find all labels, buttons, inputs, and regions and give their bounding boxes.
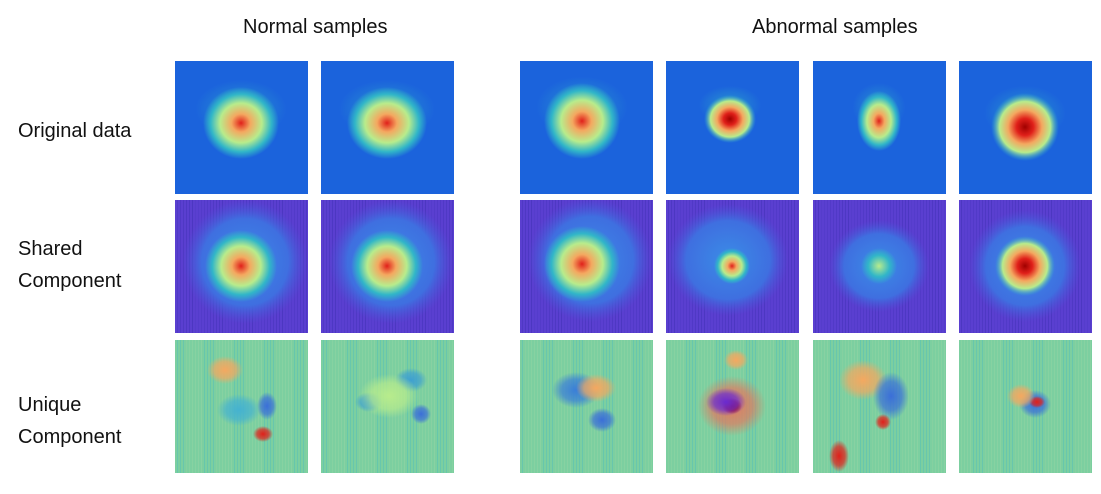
heatmap-image: [959, 340, 1092, 473]
heatmap-image: [959, 200, 1092, 333]
heatmap-image: [813, 340, 946, 473]
heatmap-image: [175, 61, 308, 194]
row-label-original-data: Original data: [18, 115, 131, 147]
heatmap-image: [321, 200, 454, 333]
row-label-line: Component: [18, 426, 122, 448]
heatmap-original-abnormal-3: [813, 61, 946, 194]
row-label-line: Component: [18, 270, 122, 292]
heatmap-image: [321, 61, 454, 194]
heatmap-original-abnormal-1: [520, 61, 653, 194]
heatmap-unique-abnormal-3: [813, 340, 946, 473]
heatmap-image: [813, 200, 946, 333]
row-label-line: Original data: [18, 120, 132, 142]
heatmap-unique-abnormal-2: [666, 340, 799, 473]
heatmap-original-abnormal-4: [959, 61, 1092, 194]
heatmap-image: [520, 200, 653, 333]
heatmap-shared-abnormal-1: [520, 200, 653, 333]
heatmap-image: [520, 340, 653, 473]
heatmap-image: [175, 200, 308, 333]
heatmap-unique-normal-2: [321, 340, 454, 473]
heatmap-image: [175, 340, 308, 473]
heatmap-unique-normal-1: [175, 340, 308, 473]
heatmap-image: [520, 61, 653, 194]
heatmap-image: [321, 340, 454, 473]
heatmap-image: [813, 61, 946, 194]
abnormal-samples-title: Abnormal samples: [752, 16, 918, 38]
heatmap-original-normal-1: [175, 61, 308, 194]
row-label-line: Shared: [18, 238, 83, 260]
normal-samples-title: Normal samples: [243, 16, 388, 38]
heatmap-shared-normal-1: [175, 200, 308, 333]
heatmap-unique-abnormal-1: [520, 340, 653, 473]
heatmap-original-normal-2: [321, 61, 454, 194]
heatmap-shared-abnormal-2: [666, 200, 799, 333]
row-label-line: Unique: [18, 394, 82, 416]
heatmap-original-abnormal-2: [666, 61, 799, 194]
heatmap-shared-abnormal-4: [959, 200, 1092, 333]
heatmap-shared-abnormal-3: [813, 200, 946, 333]
row-label-shared-component: Shared Component: [18, 233, 121, 297]
row-label-unique-component: Unique Component: [18, 389, 121, 453]
heatmap-unique-abnormal-4: [959, 340, 1092, 473]
heatmap-image: [959, 61, 1092, 194]
heatmap-image: [666, 200, 799, 333]
heatmap-shared-normal-2: [321, 200, 454, 333]
heatmap-image: [666, 61, 799, 194]
heatmap-image: [666, 340, 799, 473]
